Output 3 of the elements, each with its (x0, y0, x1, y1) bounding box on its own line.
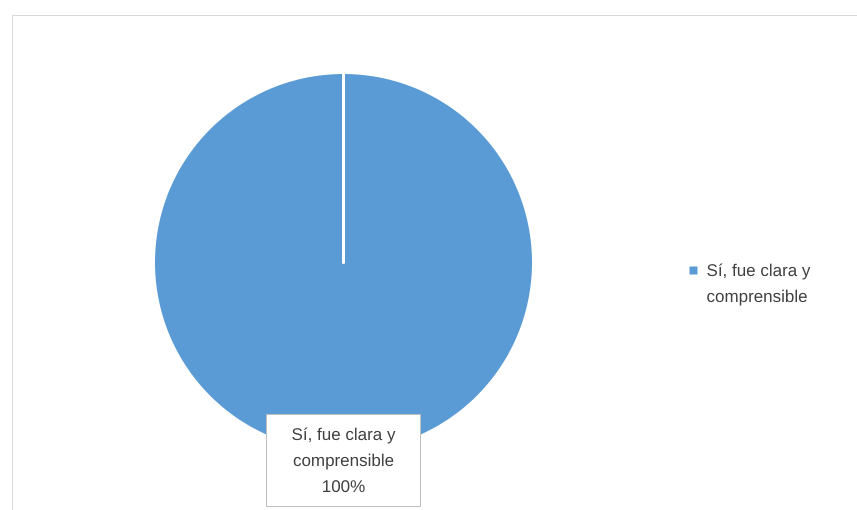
data-label: 100% (322, 477, 366, 496)
legend-label: Sí, fue clara y comprensible (706, 261, 811, 306)
slice-label: Sí, fue clara y comprensible (292, 425, 396, 470)
